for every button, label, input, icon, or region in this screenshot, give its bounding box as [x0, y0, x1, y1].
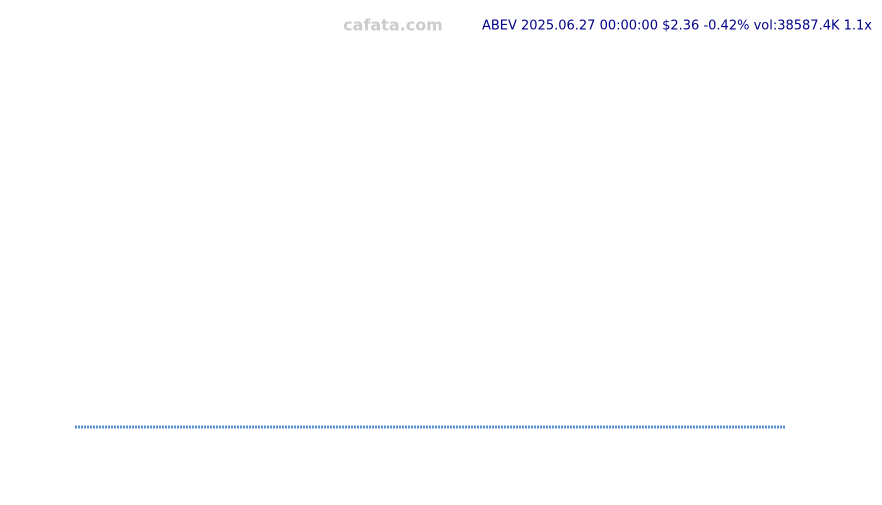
chart-title: ABEV 2025.06.27 00:00:00 $2.36 -0.42% vo…: [482, 19, 872, 34]
watermark: cafata.com: [343, 16, 443, 35]
